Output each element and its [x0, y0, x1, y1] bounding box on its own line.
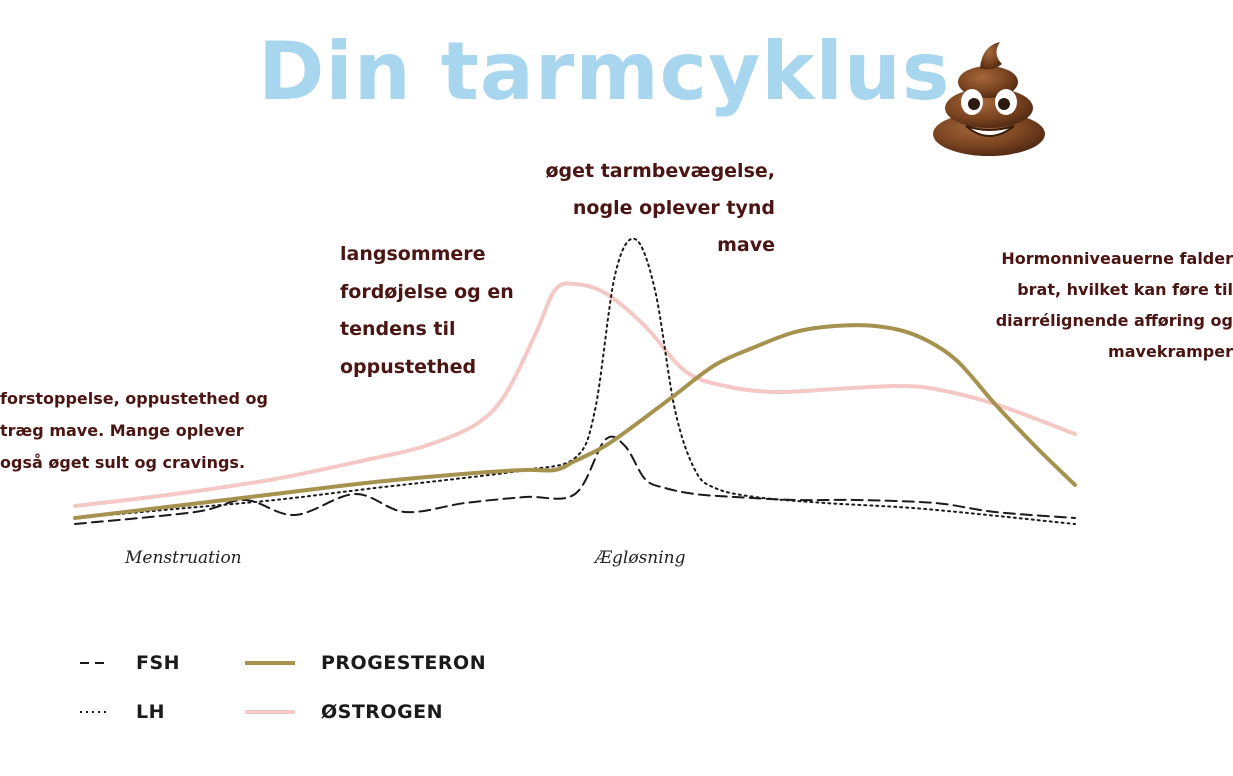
pile-of-poo-icon: [933, 42, 1045, 156]
legend-swatch-ostrogen: [245, 710, 295, 714]
legend-swatch-fsh: [80, 662, 110, 664]
series-line-progesteron: [73, 323, 1077, 520]
legend-label-lh: LH: [136, 701, 166, 723]
series-line-fsh: [74, 435, 1076, 525]
legend-ostrogen: ØSTROGEN: [245, 701, 443, 723]
annotation-follicular: langsommere fordøjelse og en tendens til…: [340, 243, 514, 378]
x-label-aeglosning: Ægløsning: [595, 548, 686, 568]
series-line--strogen: [73, 281, 1077, 508]
legend-label-progesteron: PROGESTERON: [321, 652, 487, 674]
legend-lh: LH: [80, 701, 165, 723]
annotation-luteal: Hormonniveauerne falder brat, hvilket ka…: [995, 249, 1233, 361]
page-title: Din tarmcyklus: [258, 25, 951, 118]
legend-fsh: FSH: [80, 652, 180, 674]
x-label-menstruation: Menstruation: [125, 548, 242, 568]
legend-swatch-progesteron: [245, 661, 295, 665]
legend-label-ostrogen: ØSTROGEN: [321, 701, 444, 723]
annotation-menstruation: forstoppelse, oppustethed og træg mave. …: [0, 389, 268, 472]
annotation-ovulation: øget tarmbevægelse, nogle oplever tynd m…: [545, 160, 775, 256]
legend-swatch-lh: [80, 711, 110, 713]
series-line-lh: [74, 237, 1076, 525]
legend-progesteron: PROGESTERON: [245, 652, 486, 674]
legend-label-fsh: FSH: [136, 652, 181, 674]
